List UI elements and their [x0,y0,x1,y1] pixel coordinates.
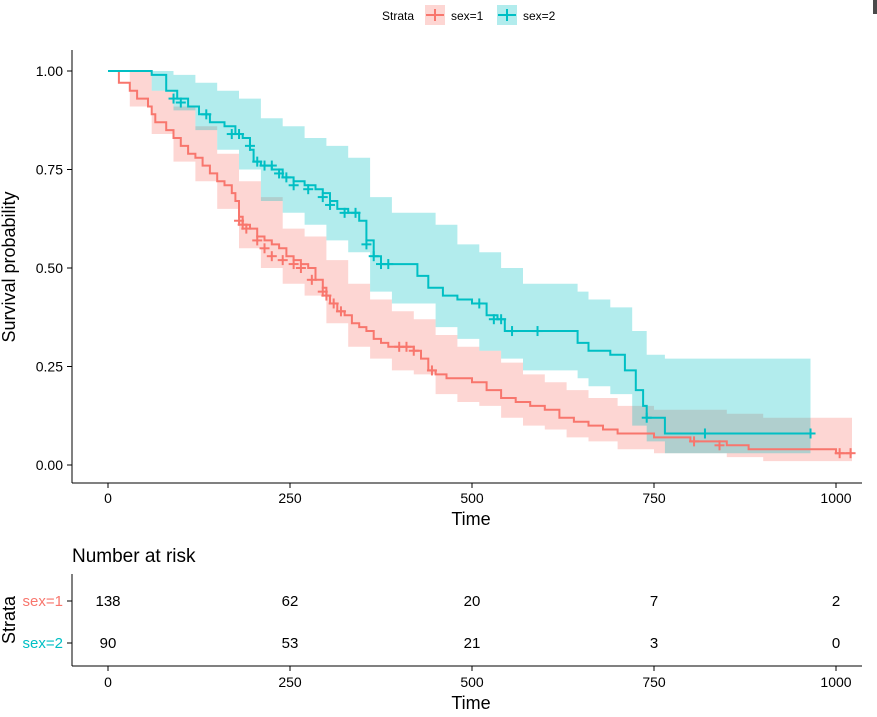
censor-mark-sex1 [277,255,288,266]
censor-mark-sex2 [266,160,277,171]
censor-mark-sex2 [288,180,299,191]
censor-mark-sex2 [474,298,485,309]
censor-marks [168,93,856,459]
censor-mark-sex1 [335,306,346,317]
risk-x-tick-label: 500 [460,674,484,690]
survival-curve-sex1 [108,70,852,455]
risk-cell: 90 [100,635,117,652]
x-tick-label: 750 [642,490,666,506]
censor-mark-sex2 [234,129,245,140]
x-axis-title: Time [451,509,490,529]
censor-mark-sex1 [266,251,277,262]
risk-cell: 53 [282,635,299,652]
risk-cell: 7 [650,593,658,610]
legend-key-sex2 [497,5,517,25]
censor-mark-sex2 [274,168,285,179]
censor-mark-sex1 [834,448,845,459]
risk-y-axis-title: Strata [0,595,19,644]
censor-mark-sex1 [328,298,339,309]
legend-title: Strata [382,9,414,23]
censor-mark-sex2 [201,109,212,120]
risk-row-label: sex=1 [23,593,63,610]
censor-mark-sex2 [368,251,379,262]
censor-mark-sex1 [845,448,856,459]
censor-mark-sex2 [244,140,255,151]
x-tick-label: 250 [278,490,302,506]
censor-mark-sex1 [288,259,299,270]
risk-table-cells: 138 62 20 7 2 90 53 21 3 0 [95,593,840,652]
censor-mark-sex1 [306,274,317,285]
censor-mark-sex2 [339,207,350,218]
risk-row-label: sex=2 [23,635,63,652]
legend-label-sex1: sex=1 [451,9,484,23]
y-tick-label: 0.50 [36,260,63,276]
risk-table-title: Number at risk [72,546,196,567]
y-tick-label: 0.75 [36,162,63,178]
censor-mark-sex1 [689,436,700,447]
legend-key-sex1 [425,5,445,25]
censor-mark-sex2 [699,428,710,439]
risk-cell: 21 [464,635,481,652]
censor-mark-sex1 [241,223,252,234]
y-tick-label: 0.25 [36,359,63,375]
censor-mark-sex2 [532,326,543,337]
censor-mark-sex1 [408,345,419,356]
risk-x-tick-label: 0 [104,674,112,690]
censor-mark-sex2 [350,207,361,218]
censor-mark-sex2 [361,239,372,250]
x-axis-ticks: 0 250 500 750 1000 [104,483,852,506]
censor-mark-sex2 [507,326,518,337]
risk-table-row-labels: sex=1 sex=2 [23,593,72,652]
censor-mark-sex1 [259,243,270,254]
legend: Strata sex=1 sex=2 [382,5,556,25]
y-axis-title: Survival probability [0,191,19,342]
risk-table: Number at risk 138 62 20 7 290 53 21 3 0 sex=1se… [0,546,862,713]
censor-mark-sex2 [325,199,336,210]
censor-mark-sex1 [426,365,437,376]
censor-mark-sex1 [252,235,263,246]
censor-mark-sex2 [805,428,816,439]
window-edge-marker [873,0,877,14]
risk-cell: 62 [282,593,299,610]
censor-mark-sex1 [321,290,332,301]
censor-mark-sex2 [175,97,186,108]
risk-cell: 138 [95,593,120,610]
censor-mark-sex1 [714,440,725,451]
x-tick-label: 0 [104,490,112,506]
survival-curve-sex2 [108,70,811,435]
risk-cell: 2 [832,593,840,610]
censor-mark-sex2 [641,412,652,423]
censor-mark-sex2 [281,172,292,183]
censor-mark-sex2 [252,156,263,167]
censor-mark-sex2 [383,259,394,270]
y-tick-label: 1.00 [36,63,63,79]
km-plot: 0.00 0.25 0.50 0.75 1.00 0 250 500 750 1000 Surv… [0,50,862,529]
survival-curves [108,70,852,455]
y-tick-label: 0.00 [36,457,63,473]
censor-mark-sex2 [168,93,179,104]
risk-x-axis-title: Time [451,693,490,713]
y-axis-ticks: 0.00 0.25 0.50 0.75 1.00 [36,63,72,473]
censor-mark-sex2 [496,314,507,325]
censor-mark-sex2 [317,192,328,203]
risk-cell: 3 [650,635,658,652]
risk-cell: 20 [464,593,481,610]
censor-mark-sex1 [295,263,306,273]
censor-mark-sex2 [303,184,314,195]
legend-label-sex2: sex=2 [523,9,556,23]
risk-cell: 0 [832,635,840,652]
risk-x-tick-label: 750 [642,674,666,690]
risk-x-tick-label: 1000 [820,674,851,690]
confidence-band-sex2 [108,71,811,454]
x-tick-label: 1000 [820,490,851,506]
risk-x-tick-label: 250 [278,674,302,690]
x-tick-label: 500 [460,490,484,506]
confidence-bands [108,71,852,462]
risk-x-axis-ticks: 0 250 500 750 1000 [104,666,852,690]
censor-mark-sex1 [401,341,412,352]
